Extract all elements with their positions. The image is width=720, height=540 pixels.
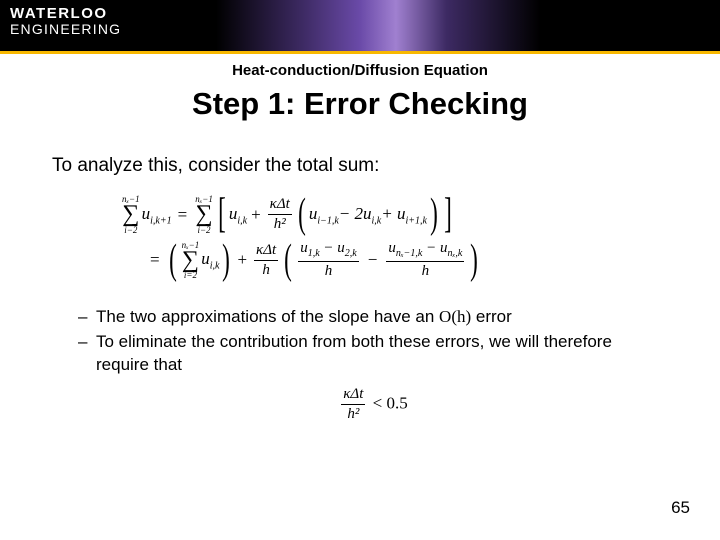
fraction: κΔt h² xyxy=(268,197,292,232)
list-item: – The two approximations of the slope ha… xyxy=(78,306,668,329)
slide-title: Step 1: Error Checking xyxy=(0,86,720,122)
left-paren-icon: ( xyxy=(298,198,306,232)
inequality: κΔt h² < 0.5 xyxy=(78,387,668,422)
bullet-text: To eliminate the contribution from both … xyxy=(96,331,668,377)
list-item: – To eliminate the contribution from bot… xyxy=(78,331,668,377)
header-bar: WATERLOO ENGINEERING xyxy=(0,0,720,54)
bullet-list: – The two approximations of the slope ha… xyxy=(78,306,668,422)
sigma-icon: nₓ−1 ∑ i−2 xyxy=(195,195,213,235)
equation-line2: = ( nₓ−1 ∑ i=2 ui,k ) + κΔt h ( u1,k − u… xyxy=(144,241,668,281)
slide-subtitle: Heat-conduction/Diffusion Equation xyxy=(0,62,720,79)
fraction: u1,k − u2,k h xyxy=(298,241,359,279)
logo: WATERLOO ENGINEERING xyxy=(10,6,121,38)
right-bracket-icon: ] xyxy=(444,198,452,232)
equation-block: nₓ−1 ∑ i−2 ui,k+1 = nₓ−1 ∑ i−2 [ ui,k + … xyxy=(120,195,668,280)
intro-text: To analyze this, consider the total sum: xyxy=(52,155,668,177)
logo-line2: ENGINEERING xyxy=(10,21,121,38)
body: To analyze this, consider the total sum:… xyxy=(52,155,668,422)
sigma-icon: nₓ−1 ∑ i=2 xyxy=(182,241,200,281)
bullet-text: The two approximations of the slope have… xyxy=(96,306,512,329)
right-paren-icon: ) xyxy=(223,244,231,278)
dash-icon: – xyxy=(78,306,96,329)
left-paren-icon: ( xyxy=(284,244,292,278)
left-paren-icon: ( xyxy=(169,244,177,278)
right-paren-icon: ) xyxy=(470,244,478,278)
fraction: unₓ−1,k − unₓ,k h xyxy=(386,241,464,279)
term: ui,k+1 xyxy=(142,204,172,226)
left-bracket-icon: [ xyxy=(218,198,226,232)
sigma-icon: nₓ−1 ∑ i−2 xyxy=(122,195,140,235)
page-number: 65 xyxy=(671,498,690,518)
equation-line1: nₓ−1 ∑ i−2 ui,k+1 = nₓ−1 ∑ i−2 [ ui,k + … xyxy=(120,195,668,235)
fraction: κΔt h xyxy=(254,243,278,278)
dash-icon: – xyxy=(78,331,96,354)
fraction: κΔt h² xyxy=(341,387,365,422)
logo-line1: WATERLOO xyxy=(10,6,121,21)
right-paren-icon: ) xyxy=(430,198,438,232)
